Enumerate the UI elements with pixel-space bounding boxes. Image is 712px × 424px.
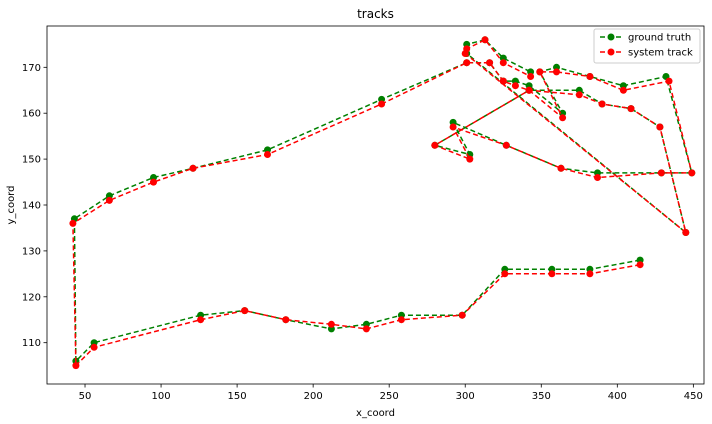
data-point-system-track — [586, 270, 594, 278]
y-tick-label: 120 — [22, 292, 41, 303]
data-point-system-track — [486, 59, 494, 67]
data-point-system-track — [619, 86, 627, 94]
legend: ground truth system track — [593, 28, 701, 64]
data-point-system-track — [431, 141, 439, 149]
legend-marker-ground-truth — [607, 33, 615, 41]
x-tick-label: 400 — [608, 391, 627, 402]
chart-title: tracks — [357, 7, 394, 21]
data-point-system-track — [449, 123, 457, 131]
data-point-system-track — [499, 77, 507, 85]
data-point-system-track — [657, 169, 665, 177]
data-point-system-track — [501, 270, 509, 278]
data-point-system-track — [362, 325, 370, 333]
legend-label-ground-truth: ground truth — [628, 33, 691, 44]
data-point-system-track — [378, 100, 386, 108]
x-tick-label: 350 — [532, 391, 551, 402]
series-line-ground-truth — [73, 38, 693, 363]
data-point-system-track — [536, 68, 544, 76]
legend-marker-system-track — [607, 48, 615, 56]
data-point-system-track — [264, 151, 271, 158]
x-tick-label: 50 — [79, 391, 92, 402]
x-axis: 50 100 150 200 250 300 350 400 450 — [79, 384, 703, 402]
data-point-system-track — [511, 82, 519, 90]
data-point-system-track — [627, 105, 635, 113]
series-layer — [69, 36, 696, 370]
data-point-system-track — [105, 196, 113, 204]
x-tick-label: 450 — [684, 391, 703, 402]
data-point-system-track — [72, 362, 80, 370]
data-point-system-track — [598, 100, 606, 108]
x-tick-label: 200 — [304, 391, 323, 402]
x-tick-label: 150 — [228, 391, 247, 402]
data-point-system-track — [525, 86, 533, 94]
data-point-system-track — [90, 343, 98, 351]
data-point-system-track — [665, 77, 673, 85]
legend-label-system-track: system track — [628, 48, 693, 59]
x-axis-label: x_coord — [356, 408, 395, 419]
data-point-system-track — [463, 59, 471, 67]
data-point-system-track — [553, 68, 560, 76]
data-point-system-track — [586, 73, 594, 80]
y-tick-label: 160 — [22, 109, 41, 120]
data-point-system-track — [557, 164, 565, 172]
data-point-system-track — [282, 316, 290, 324]
y-axis: 110 120 130 140 150 160 170 — [22, 63, 47, 349]
data-point-system-track — [466, 155, 474, 163]
y-tick-label: 140 — [22, 201, 41, 212]
data-point-system-track — [69, 219, 77, 227]
data-point-system-track — [241, 307, 249, 315]
data-point-system-track — [575, 91, 583, 99]
data-point-system-track — [499, 59, 507, 67]
data-point-system-track — [656, 123, 664, 131]
data-point-system-track — [150, 178, 157, 186]
data-point-system-track — [688, 169, 696, 177]
x-tick-label: 300 — [456, 391, 475, 402]
data-point-system-track — [559, 114, 567, 122]
y-tick-label: 150 — [22, 155, 41, 166]
y-axis-label: y_coord — [6, 186, 17, 225]
data-point-system-track — [481, 36, 489, 44]
x-tick-label: 100 — [152, 391, 171, 402]
data-point-system-track — [594, 174, 601, 181]
data-point-system-track — [548, 270, 556, 278]
data-point-system-track — [327, 320, 335, 328]
plot-frame — [46, 25, 705, 385]
y-tick-label: 130 — [22, 246, 41, 257]
data-point-system-track — [502, 141, 510, 149]
x-tick-label: 250 — [380, 391, 399, 402]
data-point-system-track — [189, 164, 197, 172]
data-point-system-track — [463, 45, 471, 53]
series-line-system-track — [72, 38, 693, 368]
y-tick-label: 170 — [22, 63, 41, 74]
y-tick-label: 110 — [22, 338, 41, 349]
data-point-system-track — [397, 316, 405, 324]
data-point-system-track — [682, 229, 690, 236]
data-point-system-track — [527, 73, 535, 80]
data-point-system-track — [636, 261, 644, 269]
data-point-system-track — [197, 316, 205, 324]
data-point-system-track — [458, 311, 466, 319]
